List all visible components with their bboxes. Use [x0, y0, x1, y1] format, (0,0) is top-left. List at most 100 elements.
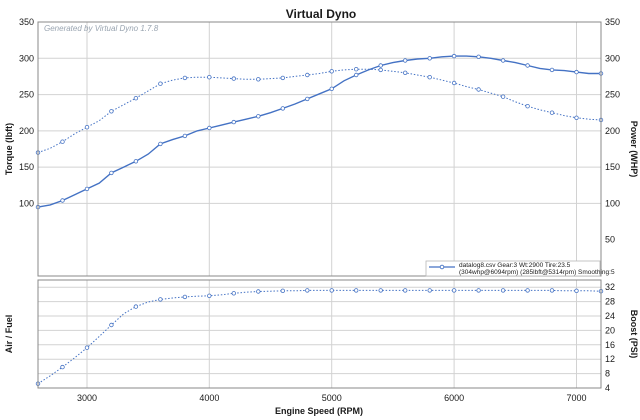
bottom-boost-point	[525, 288, 530, 293]
boost-tick-label: 24	[605, 311, 615, 321]
bottom-boost-point	[476, 288, 481, 293]
top-power-point	[109, 170, 114, 176]
engine-speed-axis-label: Engine Speed (RPM)	[275, 406, 363, 416]
bottom-boost-point	[84, 345, 90, 350]
top-torque-point	[476, 87, 481, 92]
bottom-boost-point	[500, 288, 506, 293]
top-power-point	[133, 159, 139, 164]
torque-tick-label: 150	[19, 162, 34, 172]
top-power-point	[182, 133, 188, 139]
top-torque-point	[158, 81, 163, 86]
top-torque-point	[500, 94, 506, 99]
bottom-boost-point	[305, 288, 310, 293]
top-torque-point	[133, 95, 139, 101]
rpm-tick-label: 7000	[567, 393, 587, 403]
power-tick-label: 250	[605, 90, 620, 100]
torque-tick-label: 250	[19, 90, 34, 100]
top-power-point	[158, 141, 163, 147]
bottom-boost-point	[280, 288, 285, 293]
bottom-boost-point	[60, 364, 65, 370]
top-torque-point	[305, 72, 310, 78]
grid-layer	[38, 21, 601, 389]
boost-tick-label: 8	[605, 369, 610, 379]
top-plot-area	[38, 22, 601, 276]
top-power-point	[476, 54, 481, 59]
power-axis-label: Power (WHP)	[629, 121, 639, 178]
top-power-point	[354, 72, 359, 78]
top-torque-point	[574, 115, 579, 120]
power-tick-label: 100	[605, 198, 620, 208]
top-torque-point	[231, 76, 236, 81]
top-power-point	[574, 69, 579, 75]
bottom-boost-point	[231, 291, 236, 296]
generated-by-label: Generated by Virtual Dyno 1.7.8	[44, 24, 159, 33]
legend-swatch-marker	[439, 264, 445, 270]
bottom-boost-point	[574, 288, 579, 293]
top-power-point	[256, 114, 261, 119]
bottom-boost-point	[427, 288, 432, 293]
chart-title: Virtual Dyno	[286, 7, 356, 21]
boost-tick-label: 16	[605, 340, 615, 350]
top-torque-point	[280, 75, 285, 81]
legend-entry: datalog8.csv Gear:3 Wt:2900 Tire:23.5	[459, 262, 571, 269]
legend-detail: (304whp@6094rpm) (285lbft@5314rpm) Smoot…	[459, 269, 615, 276]
bottom-boost-point	[403, 288, 408, 293]
top-torque-point	[109, 109, 114, 114]
top-power-point	[207, 125, 212, 131]
top-torque-point	[403, 70, 408, 75]
top-power-point	[329, 86, 334, 91]
top-power-point	[305, 96, 310, 102]
top-power-point	[500, 58, 506, 63]
rpm-tick-label: 4000	[199, 393, 219, 403]
torque-tick-label: 200	[19, 126, 34, 136]
bottom-boost-point	[182, 294, 188, 300]
torque-tick-label: 100	[19, 198, 34, 208]
top-power-point	[84, 186, 90, 192]
top-power-point	[378, 63, 383, 68]
bottom-plot-area	[38, 280, 601, 388]
air-fuel-axis-label: Air / Fuel	[4, 315, 14, 354]
boost-axis-label: Boost (PSI)	[629, 310, 639, 359]
top-power-point	[549, 67, 555, 73]
rpm-tick-label: 6000	[444, 393, 464, 403]
top-torque-point	[329, 69, 334, 74]
top-power-point	[403, 58, 408, 63]
top-torque-point	[354, 66, 359, 72]
bottom-boost-point	[133, 304, 139, 309]
bottom-boost-point	[549, 288, 555, 293]
power-tick-label: 150	[605, 162, 620, 172]
top-torque-point	[256, 77, 261, 82]
top-torque-point	[84, 124, 90, 130]
top-power-point	[451, 53, 457, 59]
tick-layer: 100 150 200 250 300 350 50 100 150 200 250 300 350 4 8…	[19, 17, 620, 403]
power-tick-label: 200	[605, 126, 620, 136]
torque-tick-label: 350	[19, 17, 34, 27]
top-power-point	[427, 56, 432, 61]
rpm-tick-label: 5000	[322, 393, 342, 403]
bottom-boost-point	[256, 289, 261, 294]
boost-tick-label: 32	[605, 282, 615, 292]
bottom-boost-point	[109, 322, 114, 328]
top-torque-point	[525, 103, 530, 109]
top-power-point	[60, 198, 65, 203]
top-power-line	[37, 55, 601, 208]
top-torque-point	[549, 110, 555, 115]
boost-tick-label: 4	[605, 383, 610, 393]
legend-box	[425, 260, 601, 277]
power-tick-label: 300	[605, 53, 620, 63]
series-layer	[35, 53, 604, 386]
bottom-boost-point	[329, 288, 334, 293]
top-torque-point	[207, 74, 212, 80]
top-power-point	[231, 119, 236, 125]
bottom-boost-line	[37, 289, 602, 385]
top-power-point	[280, 106, 285, 111]
boost-tick-label: 12	[605, 354, 615, 364]
top-torque-point	[60, 139, 65, 144]
bottom-boost-point	[451, 288, 457, 293]
rpm-tick-label: 3000	[77, 393, 97, 403]
bottom-boost-point	[354, 288, 359, 293]
top-torque-point	[182, 75, 188, 81]
power-tick-label: 350	[605, 17, 620, 27]
top-torque-line	[37, 68, 602, 154]
